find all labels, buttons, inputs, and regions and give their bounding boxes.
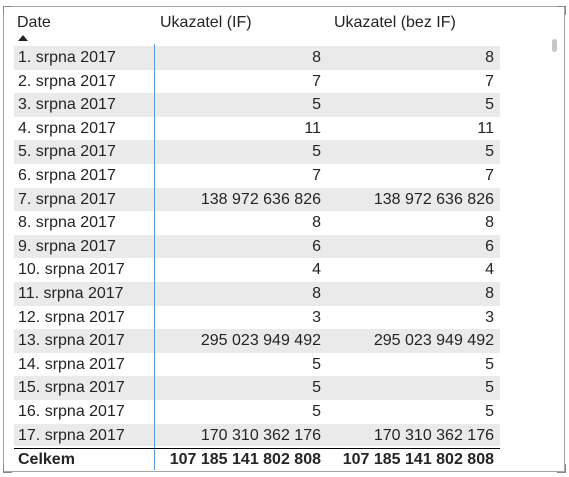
ukazatel-if-cell: 3 <box>312 308 321 326</box>
resize-handle-bottom-right[interactable] <box>557 464 566 473</box>
date-cell: 11. srpna 2017 <box>18 284 124 302</box>
column-header-date[interactable]: Date <box>17 14 51 31</box>
date-cell: 8. srpna 2017 <box>18 214 116 232</box>
table-row[interactable]: 10. srpna 2017 4 4 <box>14 258 500 282</box>
date-cell: 14. srpna 2017 <box>18 355 125 373</box>
date-cell: 17. srpna 2017 <box>18 426 125 444</box>
total-ukazatel-if: 107 185 141 802 808 <box>169 451 321 468</box>
table-row[interactable]: 15. srpna 2017 5 5 <box>14 376 500 400</box>
table-row[interactable]: 8. srpna 2017 8 8 <box>14 211 500 235</box>
ukazatel-bez-if-cell: 5 <box>485 402 494 420</box>
resize-handle-top-left[interactable] <box>3 6 12 15</box>
date-cell: 1. srpna 2017 <box>18 49 116 66</box>
ukazatel-bez-if-cell: 5 <box>485 355 494 373</box>
column-header-ukazatel-bez-if[interactable]: Ukazatel (bez IF) <box>334 14 456 31</box>
date-cell: 10. srpna 2017 <box>18 261 125 279</box>
resize-handle-top-right[interactable] <box>557 6 566 15</box>
ukazatel-bez-if-cell: 295 023 949 492 <box>373 332 494 350</box>
date-cell: 13. srpna 2017 <box>18 332 125 350</box>
ukazatel-bez-if-cell: 5 <box>485 96 494 114</box>
resize-handle-bottom-left[interactable] <box>3 464 12 473</box>
date-cell: 5. srpna 2017 <box>18 143 116 161</box>
vertical-scrollbar-thumb[interactable] <box>552 39 557 52</box>
table-row[interactable]: 13. srpna 2017 295 023 949 492 295 023 949… <box>14 329 500 353</box>
table-row[interactable]: 14. srpna 2017 5 5 <box>14 353 500 377</box>
ukazatel-bez-if-cell: 7 <box>485 72 494 90</box>
table-row[interactable]: 12. srpna 2017 3 3 <box>14 306 500 330</box>
ukazatel-if-cell: 138 972 636 826 <box>200 190 321 208</box>
table-row[interactable]: 9. srpna 2017 6 6 <box>14 234 500 259</box>
total-ukazatel-bez-if: 107 185 141 802 808 <box>342 451 494 468</box>
ukazatel-bez-if-cell: 11 <box>477 119 494 137</box>
ukazatel-bez-if-cell: 8 <box>485 49 494 66</box>
ukazatel-if-cell: 5 <box>312 379 321 397</box>
ukazatel-bez-if-cell: 8 <box>485 214 494 232</box>
ukazatel-if-cell: 7 <box>312 72 321 90</box>
ukazatel-bez-if-cell: 138 972 636 826 <box>373 190 494 208</box>
ukazatel-bez-if-cell: 5 <box>485 379 494 397</box>
date-cell: 7. srpna 2017 <box>18 190 116 208</box>
ukazatel-bez-if-cell: 8 <box>485 284 494 302</box>
ukazatel-if-cell: 4 <box>312 261 321 279</box>
ukazatel-if-cell: 5 <box>312 143 321 161</box>
ukazatel-if-cell: 11 <box>304 119 321 137</box>
ukazatel-bez-if-cell: 5 <box>485 143 494 161</box>
ukazatel-if-cell: 8 <box>312 214 321 232</box>
ukazatel-if-cell: 7 <box>312 166 321 184</box>
table-row[interactable]: 17. srpna 2017 170 310 362 176 170 310 362… <box>14 423 500 446</box>
ukazatel-bez-if-cell: 6 <box>485 237 494 255</box>
date-cell: 9. srpna 2017 <box>18 237 116 255</box>
ukazatel-if-cell: 5 <box>312 96 321 114</box>
ukazatel-bez-if-cell: 3 <box>485 308 494 326</box>
table-row[interactable]: 5. srpna 2017 5 5 <box>14 140 500 164</box>
sort-ascending-icon[interactable] <box>18 35 28 41</box>
date-cell: 3. srpna 2017 <box>18 96 116 114</box>
table-row[interactable]: 6. srpna 2017 7 7 <box>14 164 500 188</box>
ukazatel-if-cell: 8 <box>312 49 321 66</box>
ukazatel-if-cell: 5 <box>312 355 321 373</box>
table-row[interactable]: 11. srpna 2017 8 8 <box>14 281 500 306</box>
date-cell: 4. srpna 2017 <box>18 119 116 137</box>
table-body[interactable]: 1. srpna 2017 8 8 2. srpna 2017 7 7 3. srpna… <box>14 46 500 446</box>
table-row[interactable]: 1. srpna 2017 8 8 <box>14 46 500 70</box>
ukazatel-if-cell: 8 <box>312 284 321 302</box>
ukazatel-bez-if-cell: 7 <box>485 166 494 184</box>
ukazatel-if-cell: 170 310 362 176 <box>200 426 321 444</box>
total-label: Celkem <box>18 451 75 468</box>
column-header-ukazatel-if[interactable]: Ukazatel (IF) <box>160 14 252 31</box>
ukazatel-bez-if-cell: 4 <box>485 261 494 279</box>
ukazatel-if-cell: 295 023 949 492 <box>200 332 321 350</box>
date-cell: 16. srpna 2017 <box>18 402 125 420</box>
total-row: Celkem 107 185 141 802 808 107 185 141 8… <box>14 448 500 471</box>
date-cell: 12. srpna 2017 <box>18 308 125 326</box>
table-row[interactable]: 7. srpna 2017 138 972 636 826 138 972 636 … <box>14 187 500 212</box>
ukazatel-if-cell: 6 <box>312 237 321 255</box>
table-row[interactable]: 4. srpna 2017 11 11 <box>14 117 500 141</box>
date-cell: 6. srpna 2017 <box>18 166 116 184</box>
ukazatel-if-cell: 5 <box>312 402 321 420</box>
date-cell: 2. srpna 2017 <box>18 72 116 90</box>
table-row[interactable]: 16. srpna 2017 5 5 <box>14 400 500 424</box>
ukazatel-bez-if-cell: 170 310 362 176 <box>373 426 494 444</box>
column-divider[interactable] <box>154 44 155 470</box>
date-cell: 15. srpna 2017 <box>18 379 125 397</box>
table-row[interactable]: 2. srpna 2017 7 7 <box>14 70 500 94</box>
table-row[interactable]: 3. srpna 2017 5 5 <box>14 93 500 117</box>
